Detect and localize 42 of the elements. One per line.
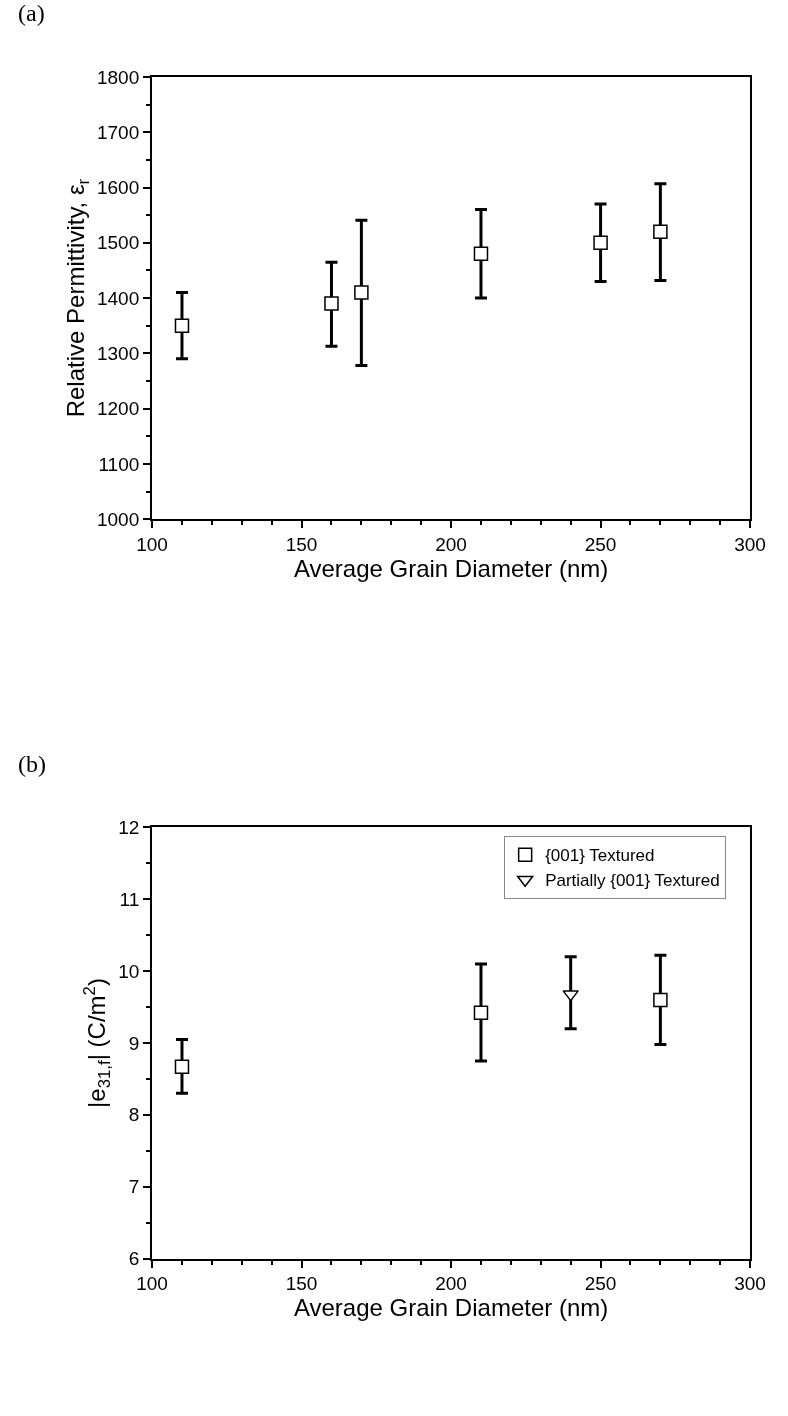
- chart-title: (b): [18, 751, 46, 777]
- point: [653, 224, 668, 239]
- y-tick-label: 10: [118, 960, 140, 982]
- y-tick-label: 7: [128, 1176, 140, 1198]
- point: [473, 246, 489, 262]
- y-tick-label: 1400: [97, 287, 140, 309]
- y-tick-label: 9: [128, 1032, 140, 1054]
- y-tick-label: 1500: [97, 232, 140, 254]
- point: [593, 235, 608, 251]
- x-tick-label: 150: [285, 533, 318, 555]
- y-tick-label: 1700: [97, 121, 140, 143]
- y-tick-label: 1000: [97, 508, 140, 530]
- point: [324, 296, 339, 311]
- legend-label: Partially {001} Textured: [545, 871, 720, 891]
- x-tick-label: 300: [734, 533, 766, 555]
- point: [562, 990, 579, 1002]
- y-tick-label: 1100: [98, 453, 140, 475]
- x-tick-label: 300: [734, 1273, 766, 1295]
- x-tick-label: 150: [285, 1273, 318, 1295]
- point: [174, 1059, 190, 1074]
- y-tick-label: 1600: [97, 177, 140, 199]
- legend-label: {001} Textured: [545, 846, 655, 866]
- x-tick-label: 200: [435, 533, 467, 555]
- y-tick-label: 6: [128, 1248, 140, 1270]
- y-tick-label: 8: [128, 1104, 140, 1126]
- point: [473, 1005, 489, 1021]
- x-axis-title: Average Grain Diameter (nm): [293, 1294, 609, 1322]
- point: [354, 285, 369, 300]
- y-tick-label: 12: [118, 817, 140, 839]
- y-tick-label: 1800: [97, 66, 140, 88]
- point: [653, 992, 668, 1008]
- x-tick-label: 200: [435, 1273, 467, 1295]
- x-tick-label: 250: [584, 1273, 617, 1295]
- x-axis-title: Average Grain Diameter (nm): [293, 554, 609, 582]
- y-tick-label: 1200: [97, 398, 140, 420]
- x-tick-label: 100: [136, 1273, 168, 1295]
- x-tick-label: 250: [584, 533, 617, 555]
- chart-title: (a): [18, 0, 45, 26]
- point: [174, 318, 190, 333]
- y-tick-label: 11: [119, 888, 140, 910]
- y-tick-label: 1300: [97, 342, 140, 364]
- x-tick-label: 100: [136, 533, 168, 555]
